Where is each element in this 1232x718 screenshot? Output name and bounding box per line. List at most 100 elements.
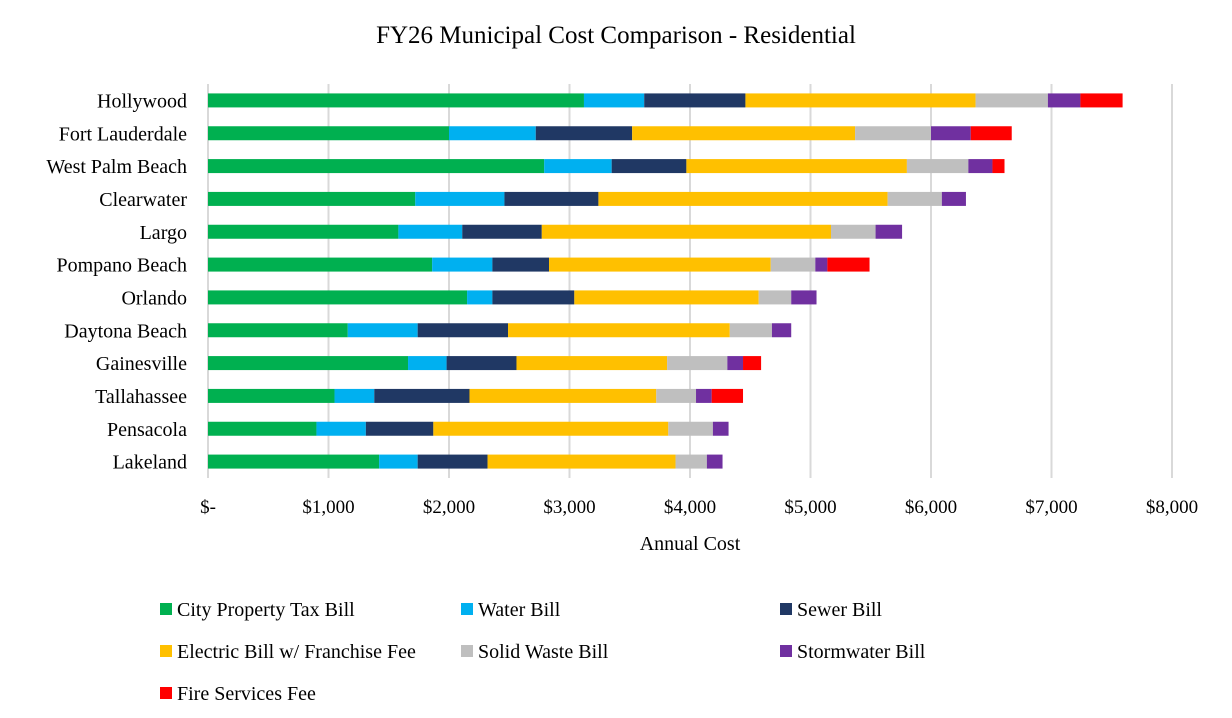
bar-segment-solid-waste-bill: [675, 454, 707, 469]
bar-segment-stormwater-bill: [941, 191, 966, 206]
bar-segment-water-bill: [583, 93, 645, 108]
bar-segment-water-bill: [544, 159, 612, 174]
bar-segment-sewer-bill: [417, 454, 488, 469]
bar-segment-fire-services-fee: [970, 126, 1012, 141]
category-label: West Palm Beach: [46, 156, 187, 178]
bar-segment-sewer-bill: [446, 356, 517, 371]
bar-segment-electric-bill-w-franchise-fee: [433, 421, 669, 436]
category-label: Lakeland: [113, 452, 187, 474]
bar-segment-electric-bill-w-franchise-fee: [469, 388, 657, 403]
bar-segment-water-bill: [398, 224, 463, 239]
bar-segment-sewer-bill: [535, 126, 633, 141]
bar-segment-city-property-tax-bill: [208, 290, 468, 305]
x-tick-label: $1,000: [302, 497, 354, 518]
bar-segment-city-property-tax-bill: [208, 454, 380, 469]
x-tick-label: $8,000: [1146, 497, 1198, 518]
bar-segment-solid-waste-bill: [830, 224, 876, 239]
bars: [208, 93, 1123, 469]
bar-segment-fire-services-fee: [1080, 93, 1123, 108]
legend: City Property Tax Bill Water Bill Sewer Bi…: [160, 599, 926, 705]
bar-segment-stormwater-bill: [706, 454, 723, 469]
bar-segment-water-bill: [467, 290, 493, 305]
legend-label: Electric Bill w/ Franchise Fee: [177, 641, 416, 663]
bar-segment-electric-bill-w-franchise-fee: [508, 323, 730, 338]
bar-segment-solid-waste-bill: [667, 356, 728, 371]
bar-segment-city-property-tax-bill: [208, 224, 399, 239]
bar-segment-water-bill: [415, 191, 505, 206]
bar-segment-city-property-tax-bill: [208, 93, 584, 108]
bar-segment-electric-bill-w-franchise-fee: [686, 159, 907, 174]
legend-swatch: [160, 603, 172, 615]
bar-segment-water-bill: [408, 356, 447, 371]
legend-item: Electric Bill w/ Franchise Fee: [160, 641, 416, 663]
bar-segment-sewer-bill: [492, 290, 575, 305]
bar-segment-water-bill: [379, 454, 418, 469]
bar-segment-sewer-bill: [365, 421, 434, 436]
bar-segment-sewer-bill: [417, 323, 509, 338]
bar-segment-stormwater-bill: [815, 257, 828, 272]
bar-segment-city-property-tax-bill: [208, 388, 335, 403]
bar-segment-sewer-bill: [644, 93, 746, 108]
bar-segment-electric-bill-w-franchise-fee: [516, 356, 668, 371]
bar-segment-water-bill: [449, 126, 536, 141]
category-label: Fort Lauderdale: [59, 123, 187, 145]
bar-segment-city-property-tax-bill: [208, 356, 409, 371]
bar-segment-city-property-tax-bill: [208, 191, 416, 206]
bar-segment-stormwater-bill: [1047, 93, 1081, 108]
legend-label: Stormwater Bill: [797, 641, 926, 663]
legend-label: Fire Services Fee: [177, 683, 316, 705]
x-tick-labels: $- $1,000 $2,000 $3,000 $4,000 $5,000 $6,000 $7…: [200, 497, 1198, 518]
bar-segment-solid-waste-bill: [729, 323, 772, 338]
bar-segment-stormwater-bill: [727, 356, 744, 371]
legend-item: Sewer Bill: [780, 599, 882, 621]
category-label: Pensacola: [107, 419, 187, 441]
category-label: Orlando: [121, 287, 187, 309]
x-tick-label: $5,000: [784, 497, 836, 518]
legend-swatch: [461, 603, 473, 615]
bar-segment-stormwater-bill: [696, 388, 712, 403]
bar-segment-solid-waste-bill: [656, 388, 697, 403]
x-axis-label: Annual Cost: [640, 533, 741, 555]
category-label: Tallahassee: [95, 386, 187, 408]
bar-segment-city-property-tax-bill: [208, 323, 348, 338]
legend-item: Solid Waste Bill: [461, 641, 609, 663]
bar-segment-fire-services-fee: [992, 159, 1005, 174]
bar-segment-water-bill: [347, 323, 418, 338]
category-labels: Hollywood Fort Lauderdale West Palm Beach C…: [46, 90, 187, 473]
category-label: Pompano Beach: [56, 255, 187, 277]
x-tick-label: $3,000: [543, 497, 595, 518]
x-tick-label: $-: [200, 497, 216, 518]
bar-segment-stormwater-bill: [968, 159, 993, 174]
bar-segment-sewer-bill: [374, 388, 470, 403]
bar-segment-sewer-bill: [611, 159, 687, 174]
legend-swatch: [160, 687, 172, 699]
legend-swatch: [461, 645, 473, 657]
bar-segment-solid-waste-bill: [975, 93, 1048, 108]
legend-label: Water Bill: [478, 599, 561, 621]
bar-segment-solid-waste-bill: [758, 290, 792, 305]
legend-item: Fire Services Fee: [160, 683, 316, 705]
legend-label: Solid Waste Bill: [478, 641, 609, 663]
bar-segment-sewer-bill: [492, 257, 550, 272]
category-label: Hollywood: [97, 90, 187, 112]
bar-segment-electric-bill-w-franchise-fee: [632, 126, 856, 141]
bar-segment-stormwater-bill: [875, 224, 903, 239]
bar-segment-stormwater-bill: [931, 126, 971, 141]
bar-segment-solid-waste-bill: [887, 191, 942, 206]
bar-segment-electric-bill-w-franchise-fee: [541, 224, 831, 239]
bar-segment-electric-bill-w-franchise-fee: [574, 290, 759, 305]
bar-segment-stormwater-bill: [771, 323, 792, 338]
bar-segment-solid-waste-bill: [855, 126, 931, 141]
bar-segment-sewer-bill: [462, 224, 542, 239]
bar-segment-fire-services-fee: [711, 388, 744, 403]
legend-swatch: [780, 603, 792, 615]
gridlines: [207, 84, 1173, 478]
category-label: Largo: [140, 222, 187, 244]
bar-segment-solid-waste-bill: [906, 159, 969, 174]
bar-segment-electric-bill-w-franchise-fee: [745, 93, 976, 108]
bar-segment-water-bill: [334, 388, 375, 403]
x-tick-label: $6,000: [905, 497, 957, 518]
bar-segment-solid-waste-bill: [668, 421, 713, 436]
bar-segment-electric-bill-w-franchise-fee: [487, 454, 676, 469]
